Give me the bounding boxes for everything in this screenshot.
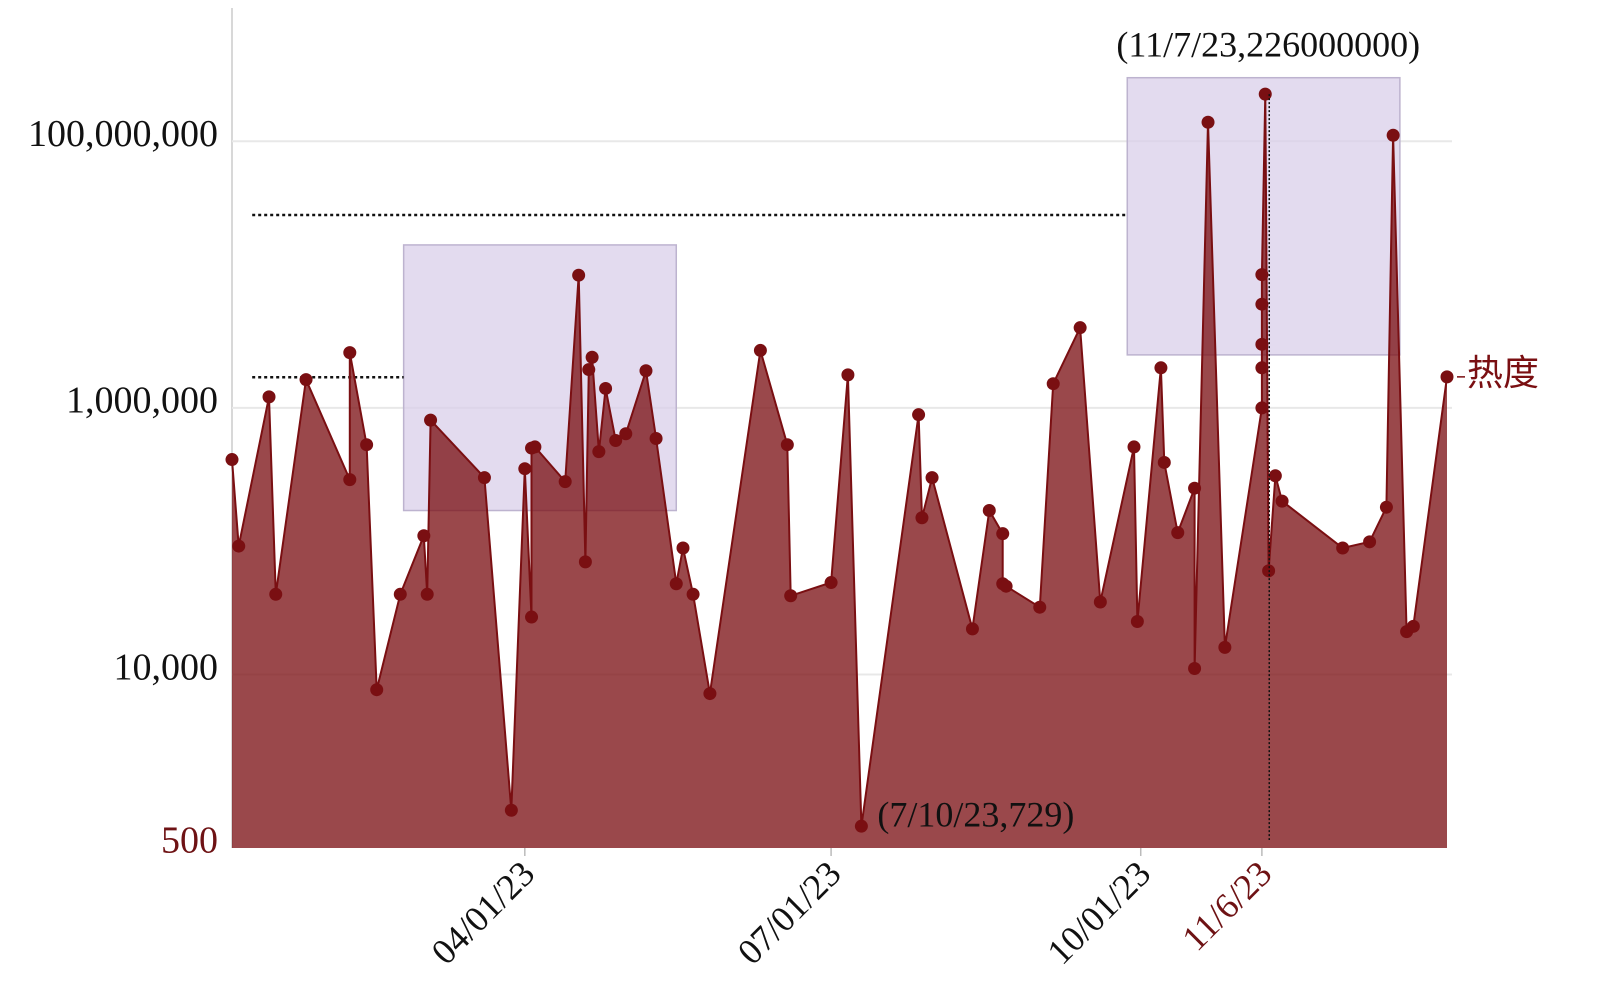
point [609,433,623,447]
point [343,346,357,360]
point [1258,87,1272,101]
point [686,587,700,601]
point [639,364,653,378]
point [999,579,1013,593]
point [784,589,798,603]
point [925,471,939,485]
y-tick-label: 1,000,000 [66,380,218,422]
point [1268,469,1282,483]
point [1188,662,1202,676]
point [1275,494,1289,508]
point [558,475,572,489]
y-tick-label: 500 [161,820,218,862]
point [370,683,384,697]
point [1440,370,1454,384]
point [1157,455,1171,469]
point [1379,500,1393,514]
point [996,527,1010,541]
y-tick-label: 10,000 [114,646,219,688]
x-tick-label: 10/01/23 [1039,853,1158,972]
y-tick-label: 100,000,000 [28,113,218,155]
point [1255,337,1269,351]
point [585,350,599,364]
area [232,94,1447,849]
point [1171,526,1185,540]
point [225,453,239,467]
point [518,462,532,476]
point [504,803,518,817]
point [1201,115,1215,129]
point [1363,535,1377,549]
point [1406,619,1420,633]
point [982,504,996,518]
x-tick-label: 07/01/23 [730,853,849,972]
point [343,473,357,487]
point [915,511,929,525]
point [424,413,438,427]
point [676,541,690,555]
point [1218,640,1232,654]
x-tick-label: 04/01/23 [424,853,543,972]
point [592,445,606,459]
point [1033,600,1047,614]
point [1127,440,1141,454]
point [780,438,794,452]
point [703,687,717,701]
point [1386,128,1400,142]
point [262,390,276,404]
point [572,268,586,282]
point [360,438,374,452]
point [578,555,592,569]
annotation: (11/7/23,226000000) [1116,24,1420,64]
point [1154,361,1168,375]
series-label: 热度 [1467,353,1539,393]
point [599,381,613,395]
point [1093,595,1107,609]
point [1073,321,1087,335]
point [1188,481,1202,495]
point [528,440,542,454]
point [753,343,767,357]
point [1336,541,1350,555]
point [1130,615,1144,629]
point [1255,297,1269,311]
point [582,363,596,377]
point [619,427,633,441]
point [912,408,926,422]
annotation: (7/10/23,729) [877,794,1074,834]
point [420,587,434,601]
point [841,368,855,382]
point [824,576,838,590]
point [299,373,313,387]
point [393,587,407,601]
point [1255,361,1269,375]
x-tick-label: 11/6/23 [1174,853,1279,958]
point [649,431,663,445]
point [525,610,539,624]
point [417,529,431,543]
point [1046,377,1060,391]
point [232,539,246,553]
point [854,819,868,833]
point [1255,401,1269,415]
point [269,587,283,601]
point [1255,268,1269,282]
point [965,622,979,636]
point [477,471,491,485]
point [669,577,683,591]
